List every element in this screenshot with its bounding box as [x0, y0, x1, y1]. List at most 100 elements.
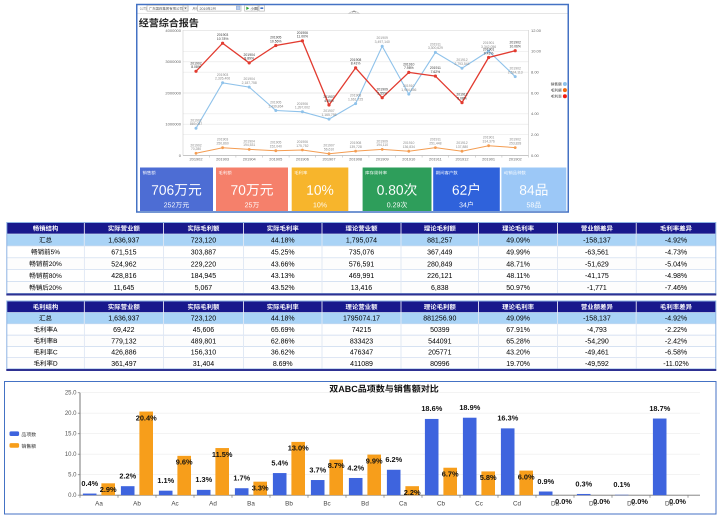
svg-text:Ca: Ca — [399, 500, 408, 507]
svg-text:5.0: 5.0 — [68, 473, 77, 479]
svg-text:65.28%: 65.28% — [506, 338, 530, 345]
svg-text:-4.73%: -4.73% — [665, 249, 687, 256]
svg-text:Ba: Ba — [247, 500, 255, 507]
svg-text:-49,461: -49,461 — [585, 350, 609, 357]
svg-text:3,497,140: 3,497,140 — [375, 40, 390, 44]
svg-text:62.86%: 62.86% — [271, 338, 295, 345]
svg-text:50399: 50399 — [430, 327, 450, 334]
svg-text:201903: 201903 — [217, 138, 228, 142]
svg-text:671,515: 671,515 — [111, 249, 136, 256]
svg-text:Dc: Dc — [627, 500, 635, 507]
svg-text:-1,771: -1,771 — [587, 285, 607, 292]
svg-text:2,524,113: 2,524,113 — [508, 70, 523, 74]
svg-text:Bc: Bc — [323, 500, 330, 507]
svg-text:0.9%: 0.9% — [537, 477, 554, 486]
svg-text:201903: 201903 — [216, 156, 229, 161]
svg-text:5,067: 5,067 — [195, 285, 213, 292]
svg-text:226,121: 226,121 — [427, 273, 452, 280]
svg-text:-2.42%: -2.42% — [665, 338, 687, 345]
svg-text:5.55%: 5.55% — [377, 91, 387, 95]
svg-text:201907: 201907 — [323, 144, 334, 148]
svg-text:Aa: Aa — [95, 500, 103, 507]
svg-text:280,849: 280,849 — [427, 261, 452, 268]
svg-text:201902: 201902 — [510, 67, 521, 71]
svg-text:201901: 201901 — [483, 136, 494, 140]
svg-text:1,661,725: 1,661,725 — [348, 97, 363, 101]
svg-text:0.3%: 0.3% — [575, 479, 592, 488]
svg-text:576,591: 576,591 — [349, 261, 374, 268]
svg-text:361,497: 361,497 — [111, 361, 136, 368]
svg-text:49.09%: 49.09% — [506, 316, 530, 323]
svg-text:48.11%: 48.11% — [506, 273, 529, 280]
svg-text:201910: 201910 — [403, 84, 414, 88]
svg-text:201906: 201906 — [297, 102, 308, 106]
svg-text:544091: 544091 — [428, 338, 451, 345]
svg-text:2019: 2019 — [200, 7, 208, 11]
svg-text:20.0: 20.0 — [65, 411, 77, 417]
svg-text:201909: 201909 — [377, 139, 388, 143]
svg-text:56,610: 56,610 — [324, 148, 334, 152]
svg-text:524,962: 524,962 — [111, 261, 136, 268]
svg-text:201909: 201909 — [377, 36, 388, 40]
svg-text:-4.98%: -4.98% — [665, 273, 687, 280]
svg-text:4.85%: 4.85% — [324, 99, 334, 103]
svg-text:8.08%: 8.08% — [191, 65, 201, 69]
svg-text:201902: 201902 — [510, 138, 521, 142]
svg-text:43.52%: 43.52% — [271, 285, 295, 292]
svg-text:Cb: Cb — [437, 500, 446, 507]
svg-text:723,120: 723,120 — [191, 316, 216, 323]
svg-text:3000000: 3000000 — [165, 59, 181, 64]
svg-text:0.4%: 0.4% — [81, 479, 98, 488]
svg-text:201908: 201908 — [350, 94, 361, 98]
svg-text:6.2%: 6.2% — [385, 455, 402, 464]
svg-text:201912: 201912 — [456, 58, 467, 62]
svg-text:3,300,629: 3,300,629 — [428, 46, 443, 50]
svg-text:Db: Db — [589, 500, 598, 507]
svg-text:201908: 201908 — [350, 141, 361, 145]
svg-text:10.0: 10.0 — [65, 452, 77, 458]
svg-text:201908: 201908 — [350, 58, 361, 62]
svg-text:8.69%: 8.69% — [273, 361, 293, 368]
svg-text:229,220: 229,220 — [191, 261, 216, 268]
svg-text:881256.90: 881256.90 — [423, 316, 456, 323]
svg-text:139,728: 139,728 — [349, 145, 361, 149]
svg-text:411089: 411089 — [350, 361, 373, 368]
svg-text:0.0%: 0.0% — [669, 497, 686, 506]
svg-text:201906: 201906 — [296, 156, 309, 161]
svg-text:201904: 201904 — [244, 77, 255, 81]
svg-text:10.00: 10.00 — [531, 49, 542, 54]
svg-text:201902: 201902 — [190, 156, 203, 161]
svg-text:201912: 201912 — [456, 93, 467, 97]
svg-text:136,834: 136,834 — [403, 145, 415, 149]
svg-text:250,860: 250,860 — [216, 141, 228, 145]
svg-text:43.13%: 43.13% — [271, 273, 295, 280]
svg-text:3.7%: 3.7% — [309, 465, 326, 474]
svg-text:201908: 201908 — [349, 156, 362, 161]
svg-text:201912: 201912 — [456, 156, 469, 161]
svg-text:9.41%: 9.41% — [484, 51, 494, 55]
svg-text:1,964,856: 1,964,856 — [401, 88, 416, 92]
svg-text:2.2%: 2.2% — [404, 488, 421, 497]
svg-text:11.00%: 11.00% — [297, 35, 308, 39]
svg-text:251,448: 251,448 — [429, 141, 441, 145]
svg-text:15.0: 15.0 — [65, 432, 77, 438]
svg-text:201911: 201911 — [430, 42, 441, 46]
svg-text:201904: 201904 — [244, 53, 255, 57]
svg-text:1000000: 1000000 — [165, 122, 181, 127]
svg-text:-4.92%: -4.92% — [665, 237, 687, 244]
svg-text:0.0: 0.0 — [68, 493, 77, 499]
svg-text:201902: 201902 — [190, 61, 201, 65]
svg-text:Dd: Dd — [665, 500, 674, 507]
svg-text:201901: 201901 — [483, 41, 494, 45]
svg-text:0.00: 0.00 — [531, 153, 540, 158]
svg-text:1,165,795: 1,165,795 — [321, 113, 336, 117]
svg-text:201906: 201906 — [297, 140, 308, 144]
svg-text:7.62%: 7.62% — [431, 70, 441, 74]
svg-text:5.8%: 5.8% — [480, 473, 497, 482]
svg-text:7.98%: 7.98% — [404, 66, 414, 70]
svg-text:70,280: 70,280 — [191, 147, 201, 151]
svg-text:2000000: 2000000 — [165, 90, 181, 95]
svg-text:-5.04%: -5.04% — [665, 261, 687, 268]
svg-text:6.0%: 6.0% — [518, 472, 535, 481]
svg-text:137,880: 137,880 — [456, 145, 468, 149]
